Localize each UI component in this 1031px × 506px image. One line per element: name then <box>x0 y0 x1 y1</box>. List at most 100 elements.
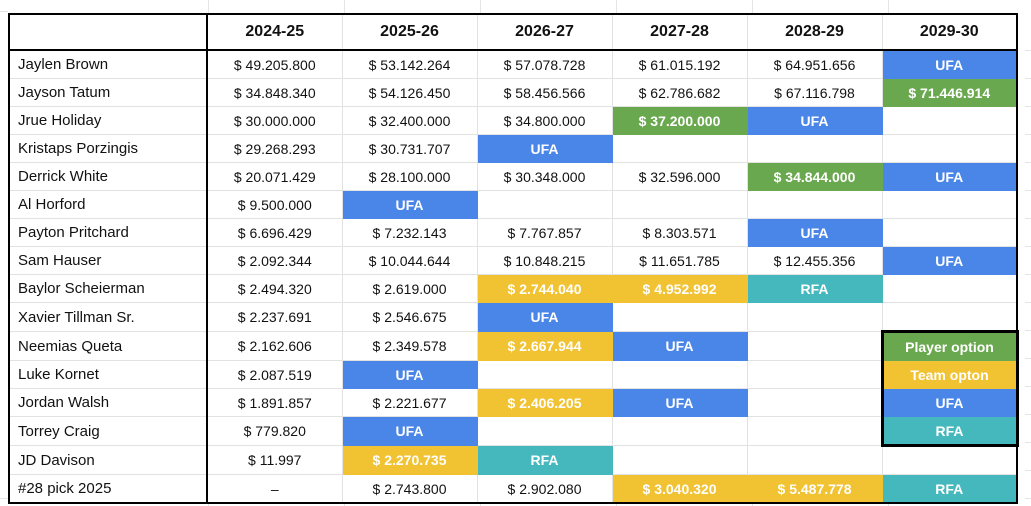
season-header[interactable]: 2027-28 <box>612 14 748 51</box>
empty-cell[interactable] <box>747 190 883 219</box>
empty-cell[interactable] <box>612 416 748 446</box>
salary-cell[interactable]: $ 67.116.798 <box>747 78 883 107</box>
salary-cell[interactable]: $ 54.126.450 <box>342 78 478 107</box>
status-cell[interactable]: UFA <box>882 162 1018 191</box>
season-header[interactable]: 2026-27 <box>477 14 613 51</box>
salary-cell[interactable]: $ 1.891.857 <box>207 388 343 417</box>
legend-item[interactable]: Player option <box>880 330 1019 361</box>
season-header[interactable]: 2029-30 <box>882 14 1018 51</box>
empty-cell[interactable] <box>612 190 748 219</box>
salary-cell[interactable]: $ 30.000.000 <box>207 106 343 135</box>
empty-cell[interactable] <box>477 360 613 389</box>
salary-cell[interactable]: $ 53.142.264 <box>342 50 478 79</box>
salary-cell[interactable]: $ 61.015.192 <box>612 50 748 79</box>
empty-cell[interactable] <box>747 445 883 475</box>
salary-cell[interactable]: $ 34.800.000 <box>477 106 613 135</box>
empty-cell[interactable] <box>882 445 1018 475</box>
empty-cell[interactable] <box>747 302 883 332</box>
salary-cell[interactable]: $ 57.078.728 <box>477 50 613 79</box>
salary-cell[interactable]: $ 11.651.785 <box>612 246 748 275</box>
salary-cell[interactable]: $ 4.952.992 <box>612 274 748 303</box>
salary-cell[interactable]: $ 34.848.340 <box>207 78 343 107</box>
salary-cell[interactable]: $ 30.348.000 <box>477 162 613 191</box>
empty-cell[interactable] <box>612 302 748 332</box>
player-name-cell[interactable]: Al Horford <box>9 190 208 219</box>
salary-cell[interactable]: $ 2.162.606 <box>207 331 343 361</box>
empty-cell[interactable] <box>882 190 1018 219</box>
status-cell[interactable]: UFA <box>882 50 1018 79</box>
status-cell[interactable]: UFA <box>342 360 478 389</box>
season-header[interactable]: 2024-25 <box>207 14 343 51</box>
salary-cell[interactable]: $ 62.786.682 <box>612 78 748 107</box>
empty-cell[interactable] <box>882 106 1018 135</box>
salary-cell[interactable]: $ 779.820 <box>207 416 343 446</box>
empty-cell[interactable] <box>882 134 1018 163</box>
salary-cell[interactable]: $ 58.456.566 <box>477 78 613 107</box>
status-cell[interactable]: UFA <box>747 218 883 247</box>
season-header[interactable]: 2028-29 <box>747 14 883 51</box>
player-name-cell[interactable]: Sam Hauser <box>9 246 208 275</box>
legend-item[interactable]: Team opton <box>880 360 1019 389</box>
salary-cell[interactable]: $ 6.696.429 <box>207 218 343 247</box>
salary-cell[interactable]: $ 34.844.000 <box>747 162 883 191</box>
salary-cell[interactable]: $ 2.546.675 <box>342 302 478 332</box>
salary-cell[interactable]: $ 3.040.320 <box>612 474 748 504</box>
salary-cell[interactable]: $ 2.667.944 <box>477 331 613 361</box>
salary-cell[interactable]: $ 8.303.571 <box>612 218 748 247</box>
salary-cell[interactable]: $ 2.494.320 <box>207 274 343 303</box>
status-cell[interactable]: UFA <box>612 388 748 417</box>
status-cell[interactable]: UFA <box>342 190 478 219</box>
salary-cell[interactable]: $ 71.446.914 <box>882 78 1018 107</box>
salary-cell[interactable]: $ 2.237.691 <box>207 302 343 332</box>
status-cell[interactable]: UFA <box>477 134 613 163</box>
salary-cell[interactable]: $ 7.767.857 <box>477 218 613 247</box>
salary-cell[interactable]: $ 64.951.656 <box>747 50 883 79</box>
status-cell[interactable]: UFA <box>747 106 883 135</box>
player-name-cell[interactable]: Jayson Tatum <box>9 78 208 107</box>
player-name-cell[interactable]: Baylor Scheierman <box>9 274 208 303</box>
status-cell[interactable]: UFA <box>882 246 1018 275</box>
corner-cell[interactable] <box>9 14 208 51</box>
salary-cell[interactable]: $ 12.455.356 <box>747 246 883 275</box>
player-name-cell[interactable]: Jrue Holiday <box>9 106 208 135</box>
player-name-cell[interactable]: Payton Pritchard <box>9 218 208 247</box>
player-name-cell[interactable]: Kristaps Porzingis <box>9 134 208 163</box>
season-header[interactable]: 2025-26 <box>342 14 478 51</box>
empty-cell[interactable] <box>747 134 883 163</box>
player-name-cell[interactable]: Neemias Queta <box>9 331 208 361</box>
empty-cell[interactable] <box>882 218 1018 247</box>
empty-cell[interactable] <box>477 416 613 446</box>
salary-cell[interactable]: $ 2.092.344 <box>207 246 343 275</box>
status-cell[interactable]: UFA <box>477 302 613 332</box>
empty-cell[interactable] <box>612 360 748 389</box>
status-cell[interactable]: RFA <box>747 274 883 303</box>
salary-cell[interactable]: $ 2.619.000 <box>342 274 478 303</box>
empty-cell[interactable] <box>612 445 748 475</box>
player-name-cell[interactable]: JD Davison <box>9 445 208 475</box>
player-name-cell[interactable]: Jordan Walsh <box>9 388 208 417</box>
status-cell[interactable]: UFA <box>342 416 478 446</box>
salary-cell[interactable]: $ 5.487.778 <box>747 474 883 504</box>
salary-cell[interactable]: $ 37.200.000 <box>612 106 748 135</box>
empty-cell[interactable] <box>747 331 883 361</box>
status-cell[interactable]: RFA <box>477 445 613 475</box>
empty-cell[interactable] <box>747 388 883 417</box>
salary-cell[interactable]: $ 2.270.735 <box>342 445 478 475</box>
salary-cell[interactable]: $ 2.744.040 <box>477 274 613 303</box>
status-cell[interactable]: UFA <box>612 331 748 361</box>
player-name-cell[interactable]: Jaylen Brown <box>9 50 208 79</box>
salary-cell[interactable]: $ 29.268.293 <box>207 134 343 163</box>
salary-cell[interactable]: $ 2.743.800 <box>342 474 478 504</box>
salary-cell[interactable]: – <box>207 474 343 504</box>
salary-cell[interactable]: $ 30.731.707 <box>342 134 478 163</box>
salary-cell[interactable]: $ 9.500.000 <box>207 190 343 219</box>
legend-item[interactable]: UFA <box>880 388 1019 417</box>
empty-cell[interactable] <box>747 416 883 446</box>
empty-cell[interactable] <box>612 134 748 163</box>
empty-cell[interactable] <box>882 302 1018 332</box>
player-name-cell[interactable]: #28 pick 2025 <box>9 474 208 504</box>
salary-cell[interactable]: $ 2.221.677 <box>342 388 478 417</box>
empty-cell[interactable] <box>477 190 613 219</box>
salary-cell[interactable]: $ 28.100.000 <box>342 162 478 191</box>
salary-cell[interactable]: $ 32.400.000 <box>342 106 478 135</box>
